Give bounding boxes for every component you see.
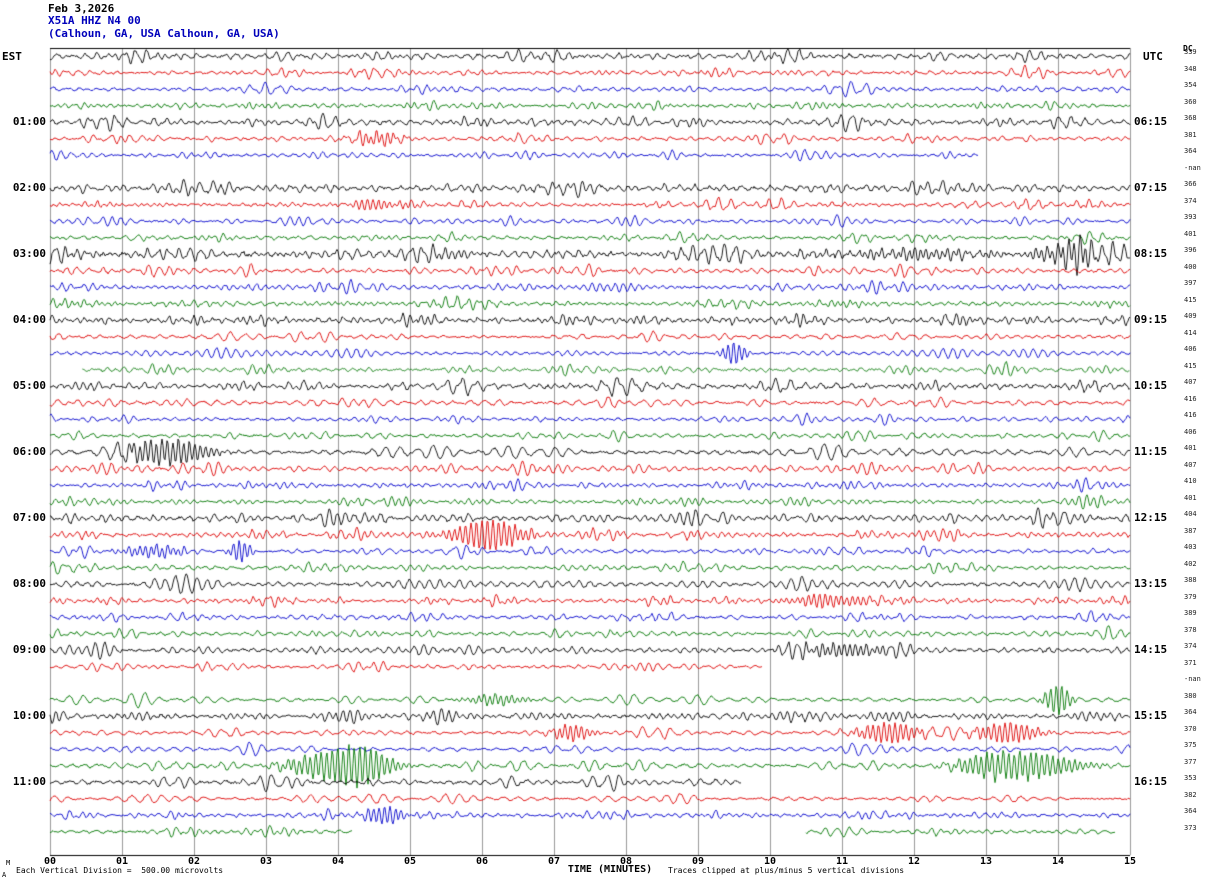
seismogram-plot[interactable] (0, 0, 1210, 886)
